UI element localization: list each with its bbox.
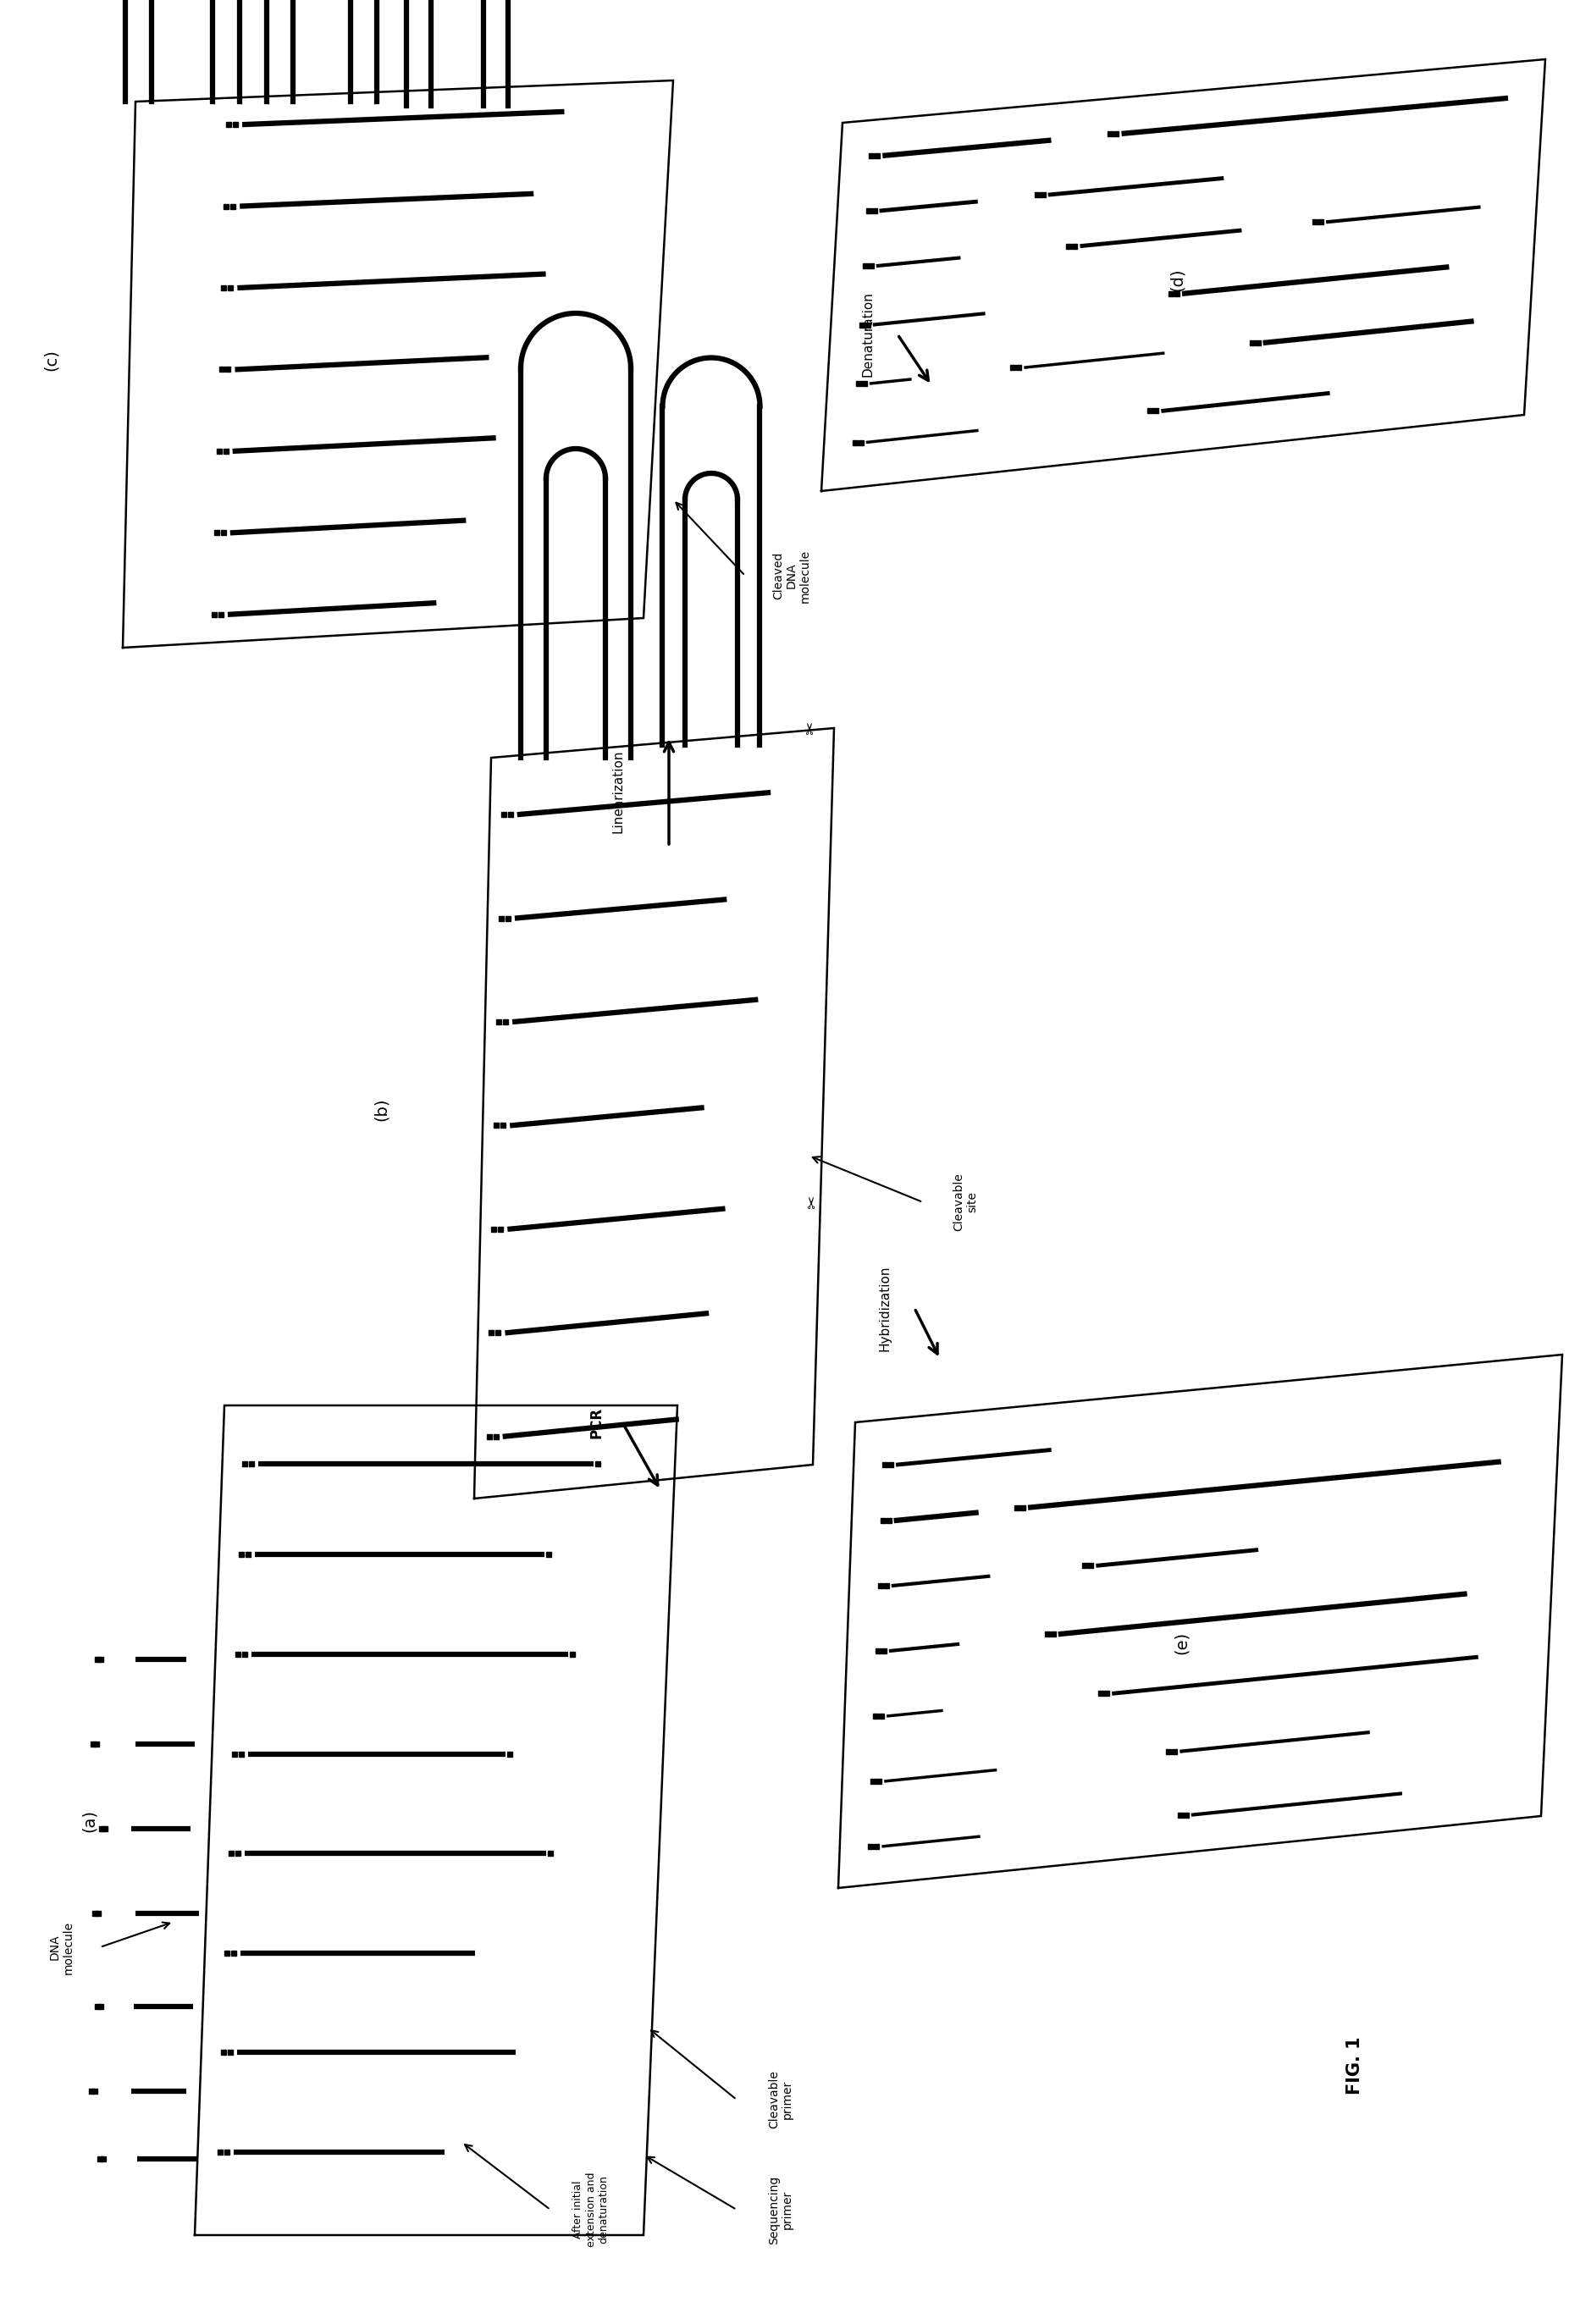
Text: DNA
molecule: DNA molecule <box>49 1920 75 1973</box>
Text: Denaturation: Denaturation <box>861 293 874 376</box>
Text: PCR: PCR <box>590 1406 604 1439</box>
Text: ✂: ✂ <box>805 1195 821 1208</box>
Text: Cleavable
primer: Cleavable primer <box>767 2071 794 2129</box>
Text: After initial
extension and
denaturation: After initial extension and denaturation <box>573 2173 609 2247</box>
Text: ✂: ✂ <box>803 720 819 734</box>
Text: FIG. 1: FIG. 1 <box>1346 2036 1363 2094</box>
Text: (c): (c) <box>42 349 60 372</box>
Text: (e): (e) <box>1174 1631 1189 1655</box>
Text: (a): (a) <box>82 1808 97 1831</box>
Text: Hybridization: Hybridization <box>879 1264 891 1350</box>
Text: Linearization: Linearization <box>612 751 624 834</box>
Text: Sequencing
primer: Sequencing primer <box>767 2175 794 2245</box>
Text: Cleavable
site: Cleavable site <box>952 1174 977 1232</box>
Text: Cleaved
DNA
molecule: Cleaved DNA molecule <box>772 548 811 602</box>
Text: (b): (b) <box>373 1097 389 1120</box>
Text: (d): (d) <box>1169 267 1185 290</box>
